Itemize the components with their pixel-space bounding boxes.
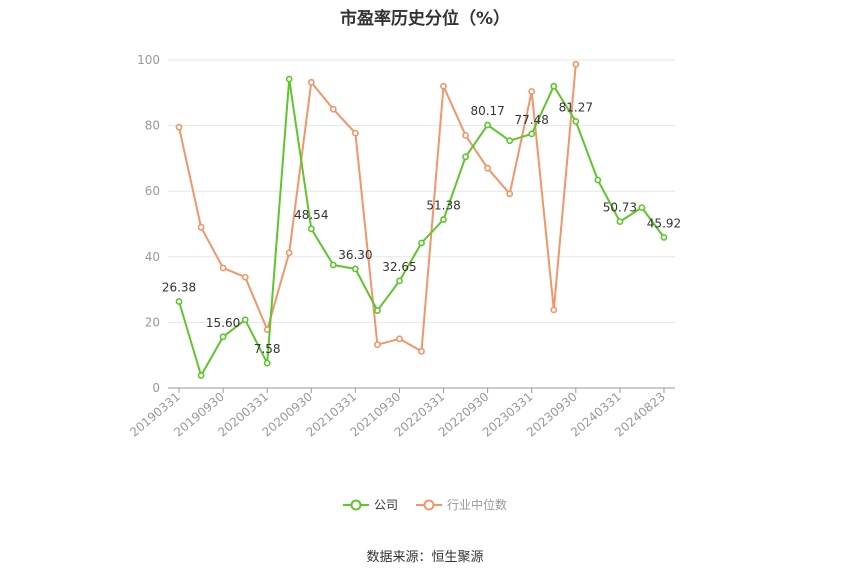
data-point-industry-median[interactable] bbox=[440, 82, 447, 90]
data-point-industry-median[interactable] bbox=[351, 129, 359, 137]
data-point-industry-median[interactable] bbox=[373, 341, 381, 349]
data-point-company[interactable] bbox=[241, 316, 249, 324]
data-point-company[interactable] bbox=[484, 121, 491, 129]
data-label: 32.65 bbox=[382, 260, 416, 274]
legend-company-marker bbox=[342, 499, 369, 510]
y-tick-label: 100 bbox=[137, 53, 160, 67]
data-point-industry-median[interactable] bbox=[528, 88, 536, 95]
y-tick-label: 0 bbox=[152, 381, 160, 395]
data-point-company[interactable] bbox=[373, 307, 381, 314]
data-point-company[interactable] bbox=[572, 118, 580, 125]
data-label: 77.48 bbox=[515, 113, 549, 127]
data-point-industry-median[interactable] bbox=[550, 306, 558, 314]
data-label: 48.54 bbox=[294, 208, 328, 222]
legend-item-industry-median[interactable]: 行业中位数 bbox=[416, 496, 507, 513]
data-point-company[interactable] bbox=[175, 298, 183, 305]
data-point-company[interactable] bbox=[285, 75, 293, 83]
data-point-industry-median[interactable] bbox=[572, 60, 580, 68]
data-point-company[interactable] bbox=[263, 359, 271, 367]
data-point-industry-median[interactable] bbox=[484, 164, 491, 172]
legend-company-label: 公司 bbox=[373, 498, 398, 512]
data-label: 81.27 bbox=[559, 100, 593, 114]
data-label: 7.58 bbox=[254, 342, 281, 356]
data-point-industry-median[interactable] bbox=[462, 131, 469, 139]
data-point-industry-median[interactable] bbox=[197, 223, 205, 231]
data-point-company[interactable] bbox=[638, 204, 646, 211]
data-point-company[interactable] bbox=[396, 277, 403, 285]
data-point-company[interactable] bbox=[307, 225, 315, 233]
data-label: 51.38 bbox=[426, 198, 460, 212]
data-point-company[interactable] bbox=[440, 216, 447, 223]
data-point-industry-median[interactable] bbox=[241, 273, 249, 281]
data-label: 36.30 bbox=[338, 248, 372, 262]
data-point-company[interactable] bbox=[616, 218, 624, 225]
data-point-company[interactable] bbox=[351, 265, 359, 273]
legend-industry-marker bbox=[416, 499, 442, 510]
data-point-industry-median[interactable] bbox=[307, 78, 315, 86]
y-tick-label: 40 bbox=[145, 250, 160, 264]
chart-title: 市盈率历史分位（%） bbox=[339, 9, 511, 29]
legend: 公司 行业中位数 bbox=[0, 496, 850, 513]
data-point-industry-median[interactable] bbox=[219, 264, 227, 272]
source-note: 数据来源：恒生聚源 bbox=[366, 550, 484, 565]
data-point-company[interactable] bbox=[506, 137, 514, 145]
data-label: 26.38 bbox=[162, 280, 196, 294]
data-point-company[interactable] bbox=[329, 261, 337, 269]
data-point-company[interactable] bbox=[197, 372, 205, 379]
data-label: 50.73 bbox=[603, 201, 637, 215]
y-tick-label: 60 bbox=[145, 184, 160, 198]
data-label: 45.92 bbox=[647, 216, 681, 230]
data-label: 15.60 bbox=[206, 316, 240, 330]
y-tick-label: 80 bbox=[145, 119, 160, 133]
legend-item-company[interactable]: 公司 bbox=[342, 496, 398, 513]
data-point-industry-median[interactable] bbox=[285, 249, 293, 257]
data-point-company[interactable] bbox=[660, 233, 668, 241]
grid-lines bbox=[168, 59, 675, 323]
data-point-company[interactable] bbox=[462, 153, 469, 161]
data-point-industry-median[interactable] bbox=[329, 105, 337, 113]
data-point-company[interactable] bbox=[528, 130, 536, 138]
data-point-company[interactable] bbox=[418, 239, 425, 247]
series-line-company bbox=[178, 78, 665, 377]
data-point-industry-median[interactable] bbox=[396, 335, 403, 343]
series-layer bbox=[175, 60, 668, 379]
data-point-industry-median[interactable] bbox=[506, 190, 514, 198]
data-point-company[interactable] bbox=[219, 333, 227, 341]
data-labels: 26.38 15.60 7.58 48.54 36.30 32.65 51.38 80.17 7… bbox=[162, 100, 681, 356]
data-point-industry-median[interactable] bbox=[418, 347, 425, 355]
data-point-industry-median[interactable] bbox=[175, 123, 183, 131]
data-label: 80.17 bbox=[470, 104, 504, 118]
legend-industry-label: 行业中位数 bbox=[447, 498, 508, 512]
data-point-company[interactable] bbox=[594, 176, 602, 184]
y-tick-label: 20 bbox=[145, 315, 160, 329]
data-point-company[interactable] bbox=[550, 82, 558, 90]
